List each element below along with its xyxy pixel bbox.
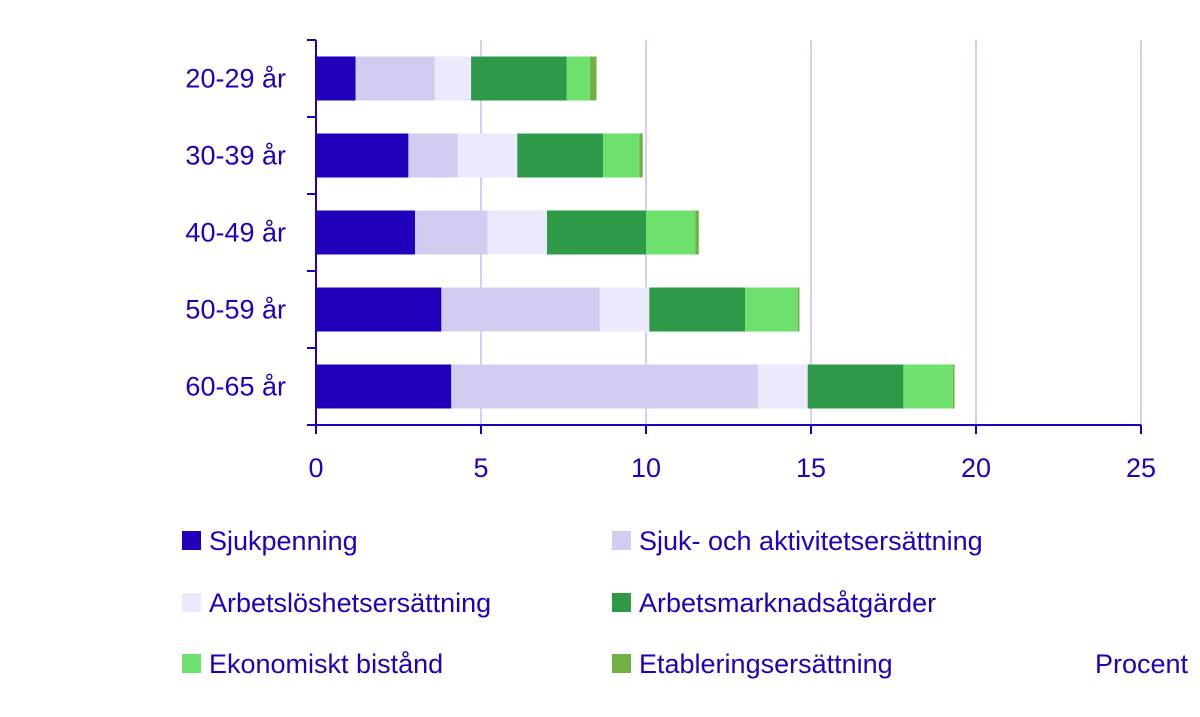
bar-segment-2-4: [646, 210, 696, 255]
y-tick-label-4: 60-65 år: [185, 372, 286, 402]
legend-label-2: Arbetslöshetsersättning: [209, 588, 491, 618]
bar-segment-3-4: [745, 287, 798, 332]
bar-segment-3-0: [316, 287, 442, 332]
bar-segment-0-2: [434, 56, 472, 101]
bar-segment-4-2: [758, 364, 808, 409]
y-tick-label-0: 20-29 år: [185, 64, 286, 94]
legend-label-3: Arbetsmarknadsåtgärder: [639, 588, 936, 618]
bar-segment-4-3: [807, 364, 904, 409]
bar-segment-4-0: [316, 364, 452, 409]
x-tick-label-5: 25: [1126, 453, 1156, 483]
legend-swatch-3: [612, 593, 631, 612]
bar-segment-2-1: [415, 210, 488, 255]
legend-swatch-2: [182, 593, 201, 612]
legend-swatch-5: [612, 654, 631, 673]
bar-segment-2-2: [487, 210, 547, 255]
y-tick-label-1: 30-39 år: [185, 141, 286, 171]
bar-segment-2-0: [316, 210, 415, 255]
bar-segment-4-4: [903, 364, 953, 409]
bar-segment-3-2: [599, 287, 650, 332]
bar-segment-4-1: [451, 364, 759, 409]
bar-segment-2-3: [547, 210, 646, 255]
legend-swatch-1: [612, 531, 631, 550]
bar-segment-1-0: [316, 133, 409, 178]
y-tick-label-3: 50-59 år: [185, 295, 286, 325]
legend-swatch-4: [182, 654, 201, 673]
legend-label-1: Sjuk- och aktivitetsersättning: [639, 526, 983, 556]
bar-segment-0-5: [589, 56, 597, 101]
bar-segment-3-3: [649, 287, 745, 332]
x-tick-label-0: 0: [308, 453, 323, 483]
legend-label-4: Ekonomiskt bistånd: [209, 649, 443, 679]
bar-segment-1-2: [457, 133, 518, 178]
x-tick-label-2: 10: [631, 453, 661, 483]
bar-segment-1-1: [408, 133, 458, 178]
bar-segment-4-5: [952, 364, 955, 409]
bar-segment-1-5: [639, 133, 643, 178]
y-tick-label-2: 40-49 år: [185, 218, 286, 248]
bar-segment-3-5: [797, 287, 800, 332]
x-tick-label-4: 20: [961, 453, 991, 483]
x-axis-title: Procent: [1095, 649, 1189, 679]
bar-segment-0-4: [566, 56, 590, 101]
bar-segment-3-1: [441, 287, 600, 332]
bar-segment-1-4: [603, 133, 640, 178]
legend-swatch-0: [182, 531, 201, 550]
bar-segment-0-1: [355, 56, 435, 101]
x-tick-label-3: 15: [796, 453, 826, 483]
bar-segment-0-3: [471, 56, 567, 101]
legend-label-0: Sjukpenning: [209, 526, 358, 556]
bar-segment-1-3: [517, 133, 604, 178]
x-tick-label-1: 5: [473, 453, 488, 483]
bar-segment-0-0: [316, 56, 356, 101]
legend-label-5: Etableringsersättning: [639, 649, 893, 679]
bar-segment-2-5: [695, 210, 699, 255]
